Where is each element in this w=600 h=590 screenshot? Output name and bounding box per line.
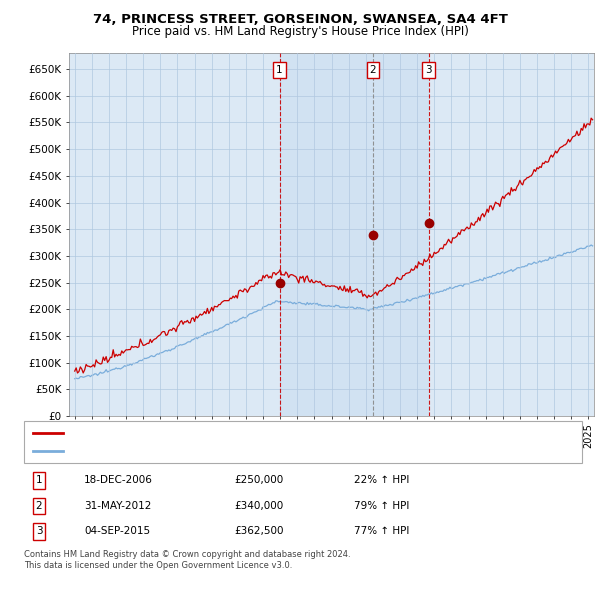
Text: 2: 2 [370,65,376,75]
Text: £250,000: £250,000 [234,476,283,486]
Text: 77% ↑ HPI: 77% ↑ HPI [354,526,409,536]
Text: 31-MAY-2012: 31-MAY-2012 [84,501,151,511]
Text: 1: 1 [35,476,43,486]
Text: 04-SEP-2015: 04-SEP-2015 [84,526,150,536]
Text: 3: 3 [35,526,43,536]
Text: £340,000: £340,000 [234,501,283,511]
Text: 2: 2 [35,501,43,511]
Text: Contains HM Land Registry data © Crown copyright and database right 2024.: Contains HM Land Registry data © Crown c… [24,550,350,559]
Text: 79% ↑ HPI: 79% ↑ HPI [354,501,409,511]
Text: Price paid vs. HM Land Registry's House Price Index (HPI): Price paid vs. HM Land Registry's House … [131,25,469,38]
Text: 22% ↑ HPI: 22% ↑ HPI [354,476,409,486]
Bar [280,53,428,416]
Text: £362,500: £362,500 [234,526,284,536]
Text: 74, PRINCESS STREET, GORSEINON, SWANSEA, SA4 4FT (detached house): 74, PRINCESS STREET, GORSEINON, SWANSEA,… [69,428,431,438]
Text: HPI: Average price, detached house, Swansea: HPI: Average price, detached house, Swan… [69,446,293,456]
Text: 3: 3 [425,65,432,75]
Text: 1: 1 [276,65,283,75]
Text: This data is licensed under the Open Government Licence v3.0.: This data is licensed under the Open Gov… [24,560,292,569]
Text: 18-DEC-2006: 18-DEC-2006 [84,476,153,486]
Text: 74, PRINCESS STREET, GORSEINON, SWANSEA, SA4 4FT: 74, PRINCESS STREET, GORSEINON, SWANSEA,… [92,13,508,26]
